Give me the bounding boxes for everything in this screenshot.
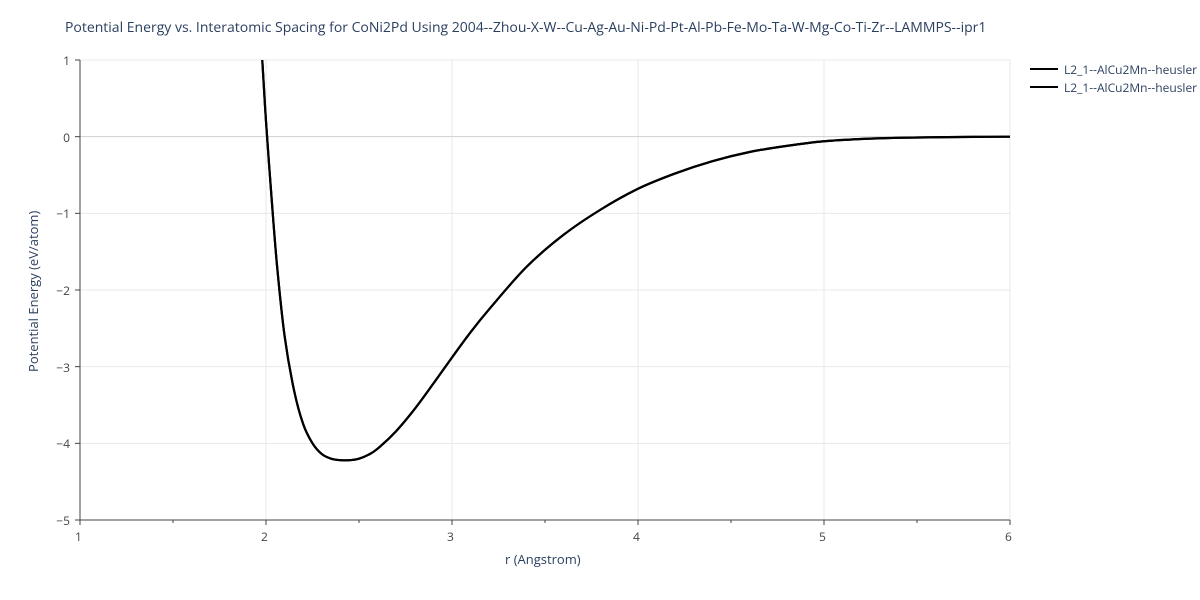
legend-label: L2_1--AlCu2Mn--heusler [1064, 79, 1197, 96]
x-tick-label: 4 [633, 528, 640, 545]
x-tick-label: 1 [75, 528, 82, 545]
legend-label: L2_1--AlCu2Mn--heusler [1064, 61, 1197, 78]
legend: L2_1--AlCu2Mn--heuslerL2_1--AlCu2Mn--heu… [1030, 60, 1197, 96]
legend-swatch [1030, 68, 1058, 70]
series-line-1 [262, 60, 1010, 460]
x-tick-label: 2 [261, 528, 268, 545]
legend-item[interactable]: L2_1--AlCu2Mn--heusler [1030, 60, 1197, 78]
x-tick-label: 6 [1005, 528, 1012, 545]
legend-item[interactable]: L2_1--AlCu2Mn--heusler [1030, 78, 1197, 96]
chart-container: Potential Energy vs. Interatomic Spacing… [0, 0, 1200, 600]
y-axis-label: Potential Energy (eV/atom) [24, 211, 42, 372]
x-tick-label: 5 [819, 528, 826, 545]
y-tick-label: 0 [63, 129, 70, 146]
y-tick-label: 1 [63, 52, 70, 69]
y-tick-label: −1 [56, 205, 70, 222]
y-tick-label: −3 [56, 359, 70, 376]
y-tick-label: −4 [56, 435, 70, 452]
plot-area [0, 0, 1200, 600]
series-line-0 [262, 60, 1010, 460]
x-tick-label: 3 [447, 528, 454, 545]
legend-swatch [1030, 86, 1058, 88]
y-tick-label: −2 [56, 282, 70, 299]
x-axis-label: r (Angstrom) [505, 550, 581, 568]
y-tick-label: −5 [56, 512, 70, 529]
